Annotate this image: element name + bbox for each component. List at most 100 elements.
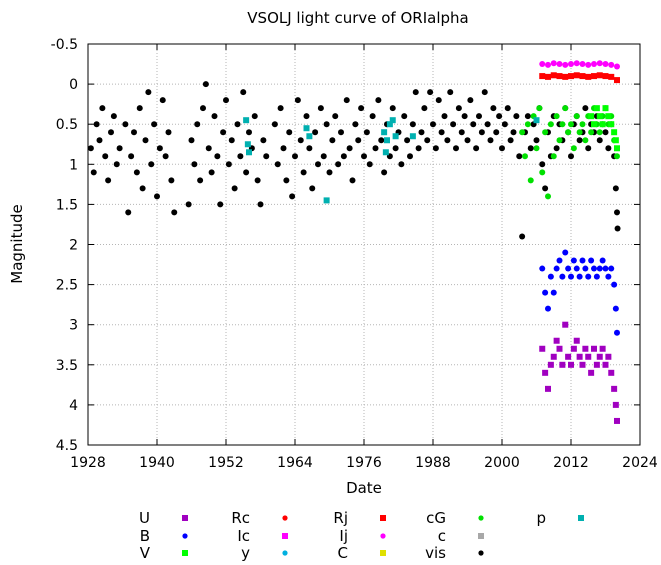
data-point-cG [550,153,557,160]
data-point-V [605,113,612,120]
data-point-vis [447,89,454,96]
data-point-Ij [568,61,574,68]
x-axis-title: Date [346,479,382,497]
data-point-V [596,113,603,120]
data-point-vis [315,161,321,168]
data-point-vis [263,153,270,160]
data-point-vis [392,145,399,152]
data-point-B [596,265,603,272]
x-tick-label: 2000 [484,455,520,471]
data-point-vis [596,137,603,144]
data-point-vis [283,177,290,184]
data-point-V [588,113,595,120]
data-point-vis [154,193,160,200]
data-point-vis [372,145,379,152]
data-point-U [556,345,563,352]
legend-marker [182,533,188,539]
data-point-B [553,265,560,272]
data-point-cG [573,113,580,120]
data-point-cG [519,129,526,136]
data-point-vis [168,177,175,184]
data-point-vis [527,145,534,152]
data-point-B [556,257,563,264]
data-point-U [612,401,619,408]
data-point-B [599,257,606,264]
data-point-vis [128,153,135,160]
data-point-vis [490,105,497,112]
data-point-vis [208,169,215,176]
data-point-vis [539,161,546,168]
data-point-vis [501,121,508,128]
data-point-vis [398,161,405,168]
data-point-vis [292,153,298,160]
legend-label: Rc [231,509,250,527]
x-tick-label: 1940 [139,455,175,471]
axes: 1928 1940 1952 1964 1976 1988 2000 2012 2024 -0.5… [51,37,658,471]
data-point-vis [378,137,385,144]
data-point-vis [519,233,526,240]
data-point-vis [225,161,232,168]
data-point-V [608,121,615,128]
data-point-U [562,321,569,328]
legend-marker [182,515,188,521]
data-point-Ij [585,61,592,68]
data-point-vis [602,129,609,136]
y-tick-label: 2 [69,238,78,254]
legend-marker [282,550,288,556]
y-tick-label: 1.5 [56,197,78,213]
data-point-vis [358,105,365,112]
data-point-Ij [579,61,586,68]
data-point-B [608,265,615,272]
data-point-p [306,133,313,140]
data-point-vis [496,113,503,120]
data-point-B [602,265,609,272]
legend-label: c [438,527,446,545]
legend-label: U [139,509,150,527]
data-point-cG [553,113,560,120]
legend-marker [282,533,288,539]
data-point-Rj [550,72,557,79]
data-point-Rj [573,72,580,79]
data-point-B [605,273,612,280]
data-point-U [545,385,551,392]
data-point-vis [453,145,459,152]
data-point-vis [274,161,281,168]
data-point-vis [424,137,431,144]
data-point-vis [481,89,488,96]
data-point-B [547,273,554,280]
data-point-U [547,361,554,368]
data-point-vis [309,185,316,192]
data-point-cG [559,121,566,128]
data-point-vis [214,153,221,160]
data-point-vis [251,113,258,120]
data-point-cG [524,121,531,128]
data-point-cG [533,145,540,152]
data-point-vis [243,169,250,176]
data-point-B [579,257,586,264]
x-tick-label: 1928 [70,455,106,471]
data-point-vis [185,201,192,208]
legend-marker [578,515,584,521]
legend-marker [380,550,386,556]
data-point-vis [338,129,344,136]
data-point-vis [122,121,129,128]
data-point-Ij [591,61,597,68]
plot-frame [87,43,641,446]
data-point-vis [478,129,485,136]
data-point-vis [240,89,247,96]
data-point-Ij [539,61,546,68]
data-point-vis [513,113,520,120]
data-point-vis [231,185,238,192]
data-point-U [570,345,577,352]
data-point-vis [476,113,482,120]
data-point-V [593,105,600,112]
data-point-Rj [545,73,551,80]
data-point-U [573,337,580,344]
data-point-vis [116,145,123,152]
data-point-vis [427,89,434,96]
legend-label: B [140,527,150,545]
series-layer [87,60,621,424]
data-point-vis [470,121,477,128]
data-point-vis [194,121,201,128]
